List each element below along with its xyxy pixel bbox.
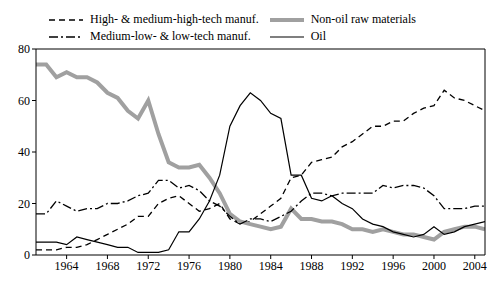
svg-text:2004: 2004: [463, 259, 487, 273]
html-text:High- & medium-high-tech manuf: High- & medium-high-tech manuf.: [90, 12, 259, 26]
html-text:Oil: Oil: [310, 29, 326, 43]
svg-text:1984: 1984: [259, 259, 283, 273]
svg-text:1992: 1992: [340, 259, 364, 273]
svg-text:2000: 2000: [422, 259, 446, 273]
svg-text:40: 40: [18, 145, 30, 159]
svg-text:1996: 1996: [381, 259, 405, 273]
html-text:Non-oil raw materials: Non-oil raw materials: [310, 12, 416, 26]
svg-text:60: 60: [18, 94, 30, 108]
svg-text:80: 80: [18, 42, 30, 56]
svg-text:1988: 1988: [300, 259, 324, 273]
svg-text:1980: 1980: [218, 259, 242, 273]
svg-text:1976: 1976: [177, 259, 201, 273]
html-text:Medium-low- & low-tech manuf.: Medium-low- & low-tech manuf.: [90, 29, 251, 43]
svg-text:1968: 1968: [95, 259, 119, 273]
svg-text:1972: 1972: [136, 259, 160, 273]
svg-text:0: 0: [24, 248, 30, 262]
svg-text:1964: 1964: [55, 259, 79, 273]
svg-text:20: 20: [18, 197, 30, 211]
